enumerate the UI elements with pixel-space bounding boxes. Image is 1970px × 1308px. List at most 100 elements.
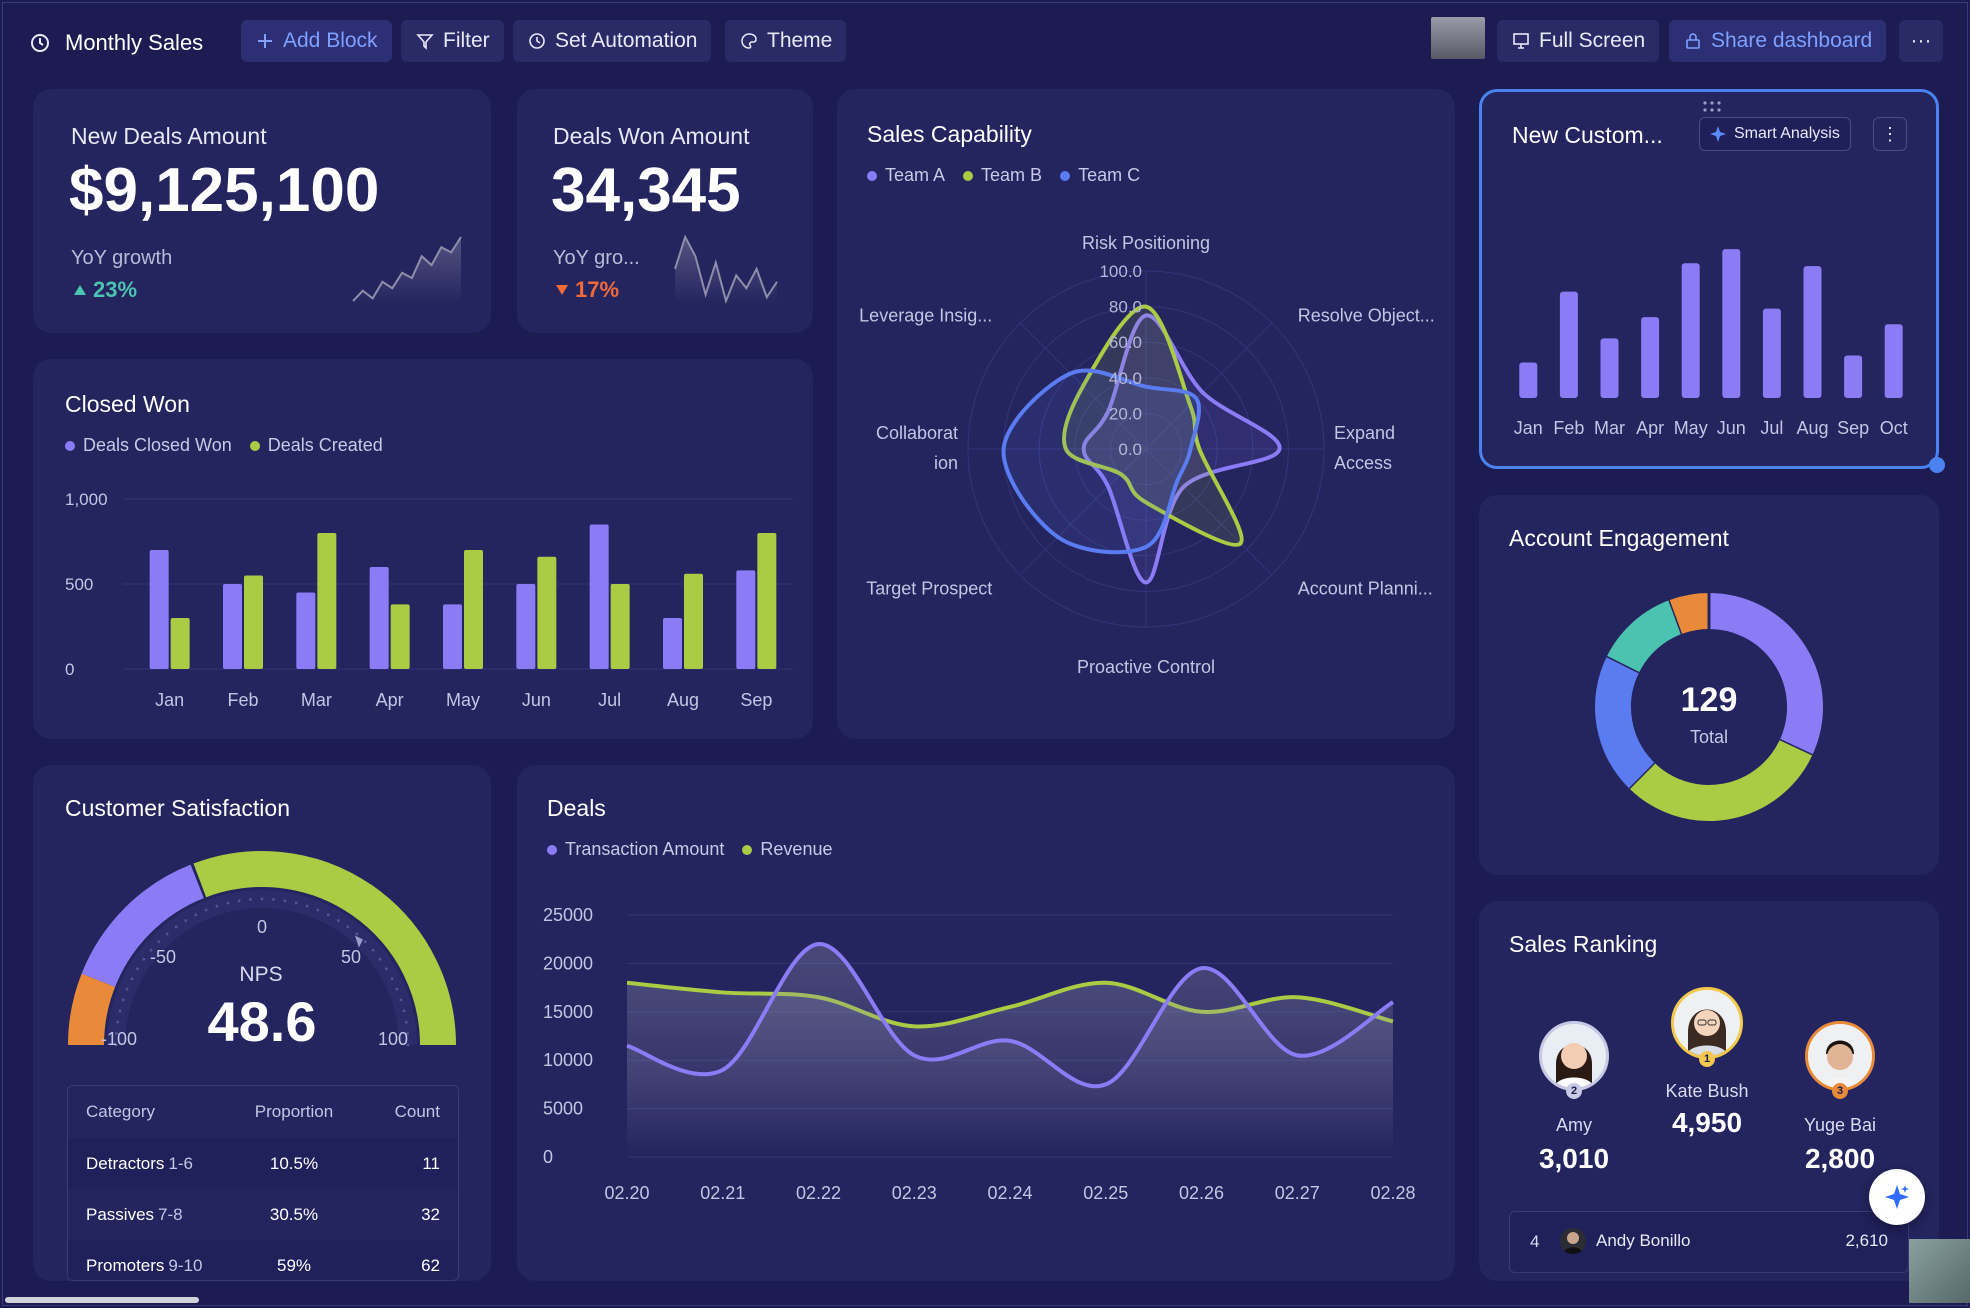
legend-dot <box>65 440 75 451</box>
x-tick-label: Sep <box>1837 418 1869 438</box>
gauge-tick-label: -100 <box>101 1029 137 1049</box>
avatar[interactable] <box>1805 1021 1875 1091</box>
dashboard-title[interactable]: Monthly Sales <box>29 25 203 61</box>
sparkline-line <box>352 236 462 302</box>
x-tick-label: Feb <box>1553 418 1584 438</box>
legend-item[interactable]: Deals Created <box>249 435 383 456</box>
card-title: Deals <box>547 795 606 821</box>
count-cell: 32 <box>421 1204 440 1224</box>
legend-item[interactable]: Team B <box>963 165 1042 186</box>
bar <box>296 592 316 669</box>
x-tick-label: May <box>1674 418 1708 438</box>
gauge-segment-detractors <box>68 973 116 1046</box>
series-line <box>626 942 1395 1089</box>
new-deals-card[interactable]: New Deals Amount $9,125,100 YoY growth 2… <box>33 89 491 333</box>
rank-badge: 1 <box>1699 1051 1715 1067</box>
sparkline-chart <box>674 234 778 305</box>
horizontal-scrollbar[interactable] <box>5 1297 199 1303</box>
card-title: Sales Ranking <box>1509 931 1658 957</box>
column-header[interactable]: Count <box>394 1102 440 1121</box>
x-tick-label: 02.25 <box>1083 1183 1128 1203</box>
bar <box>223 584 242 669</box>
bar <box>390 604 410 669</box>
ai-assistant-button[interactable] <box>1869 1169 1925 1225</box>
share-dashboard-button[interactable]: Share dashboard <box>1669 20 1887 62</box>
legend: Transaction Amount Revenue <box>547 839 832 860</box>
legend-label: Transaction Amount <box>565 839 725 859</box>
donut-gap <box>1627 761 1656 790</box>
automation-icon <box>529 33 545 49</box>
table-row[interactable]: Promoters 9-10 59% 62 <box>68 1240 458 1280</box>
table-row[interactable]: Passives 7-8 30.5% 32 <box>68 1189 458 1240</box>
legend-item[interactable]: Team A <box>867 165 945 186</box>
deals-card[interactable]: Deals Transaction Amount Revenue 0 5000 10… <box>517 765 1455 1281</box>
new-customers-card[interactable]: New Custom... Jan Feb Mar Apr May Jun Jul Aug Se… <box>1479 89 1939 469</box>
share-dashboard-label: Share dashboard <box>1711 29 1873 52</box>
person-icon <box>1808 1024 1872 1088</box>
gauge-tick <box>390 977 394 981</box>
x-tick-label: Apr <box>376 690 404 710</box>
legend-item[interactable]: Transaction Amount <box>547 839 724 860</box>
x-tick-label: Oct <box>1880 418 1908 438</box>
rank-badge: 2 <box>1566 1083 1582 1099</box>
y-tick-label: 0 <box>543 1147 553 1167</box>
legend-item[interactable]: Deals Closed Won <box>65 435 232 456</box>
new-customers-chart: Jan Feb Mar Apr May Jun Jul Aug Sep Oct <box>1514 249 1908 438</box>
radar-axis-label: Leverage Insig... <box>859 305 992 325</box>
legend-item[interactable]: Revenue <box>742 839 832 860</box>
gauge-tick <box>174 925 178 929</box>
radar-tick-label: 20.0 <box>1109 404 1142 423</box>
sales-ranking-card[interactable]: Sales Ranking 2 Amy 3,010 1 Kate Bush 4,… <box>1479 901 1939 1281</box>
closed-won-card[interactable]: Closed Won Deals Closed Won Deals Create… <box>33 359 813 739</box>
table-row[interactable]: Detractors 1-6 10.5% 11 <box>68 1138 458 1189</box>
legend-item[interactable]: Team C <box>1060 165 1140 186</box>
smart-analysis-button[interactable]: Smart Analysis <box>1699 117 1851 151</box>
drag-handle-icon[interactable] <box>1702 100 1722 114</box>
column-header[interactable]: Proportion <box>254 1102 334 1121</box>
bar <box>1722 249 1741 398</box>
gauge-pointer <box>354 935 363 948</box>
x-tick-label: 02.24 <box>987 1183 1032 1203</box>
x-tick-label: Jul <box>598 690 621 710</box>
add-block-button[interactable]: Add Block <box>241 20 392 62</box>
card-menu-button[interactable]: ⋮ <box>1873 117 1907 151</box>
ranking-list-row[interactable]: 4 Andy Bonillo 2,610 <box>1509 1211 1909 1273</box>
bar <box>443 604 462 669</box>
preview-thumbnail[interactable] <box>1909 1239 1970 1303</box>
avatar-thumbnail[interactable] <box>1431 17 1485 59</box>
card-title: Account Engagement <box>1509 525 1729 551</box>
avatar[interactable] <box>1539 1021 1609 1091</box>
theme-button[interactable]: Theme <box>725 20 847 62</box>
presentation-icon <box>1513 33 1529 49</box>
bar <box>170 618 190 669</box>
x-tick-label: 02.27 <box>1275 1183 1320 1203</box>
gauge-tick <box>404 1020 408 1024</box>
filter-button[interactable]: Filter <box>401 20 504 62</box>
bar <box>1681 263 1700 398</box>
sales-capability-card[interactable]: Sales Capability Team A Team B Team C 0.… <box>837 89 1455 739</box>
bar <box>464 550 483 669</box>
plus-icon <box>258 34 272 48</box>
more-options-button[interactable]: ··· <box>1899 20 1943 62</box>
lock-icon <box>1686 33 1700 49</box>
bar <box>663 618 682 669</box>
set-automation-button[interactable]: Set Automation <box>513 20 712 62</box>
ranker-value: 4,950 <box>1671 1107 1743 1138</box>
legend-dot <box>867 170 877 181</box>
deals-won-card[interactable]: Deals Won Amount 34,345 YoY gro... 17% <box>517 89 813 333</box>
gauge-tick <box>149 948 153 952</box>
full-screen-button[interactable]: Full Screen <box>1497 20 1660 62</box>
avatar[interactable] <box>1671 987 1743 1059</box>
resize-handle[interactable] <box>1929 457 1945 473</box>
account-engagement-card[interactable]: Account Engagement 129 Total <box>1479 495 1939 875</box>
gauge-tick <box>395 987 399 991</box>
gauge-tick <box>204 908 208 912</box>
radar-tick-label: 0.0 <box>1118 440 1142 459</box>
radar-tick-label: 40.0 <box>1109 369 1142 388</box>
palette-icon <box>741 33 757 49</box>
legend-dot <box>963 170 974 181</box>
column-header[interactable]: Category <box>86 1102 155 1121</box>
gauge-tick <box>326 913 330 917</box>
legend: Team A Team B Team C <box>867 165 1140 186</box>
ranker-value: 3,010 <box>1538 1143 1610 1174</box>
